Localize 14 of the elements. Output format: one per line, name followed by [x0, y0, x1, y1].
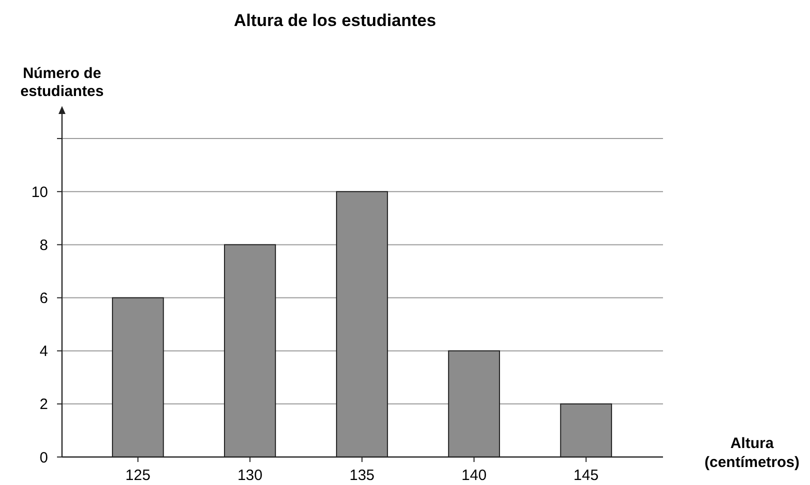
- x-tick-label: 140: [462, 467, 487, 484]
- y-tick-label: 10: [31, 184, 48, 201]
- x-tick-label: 125: [125, 467, 150, 484]
- y-tick-label: 0: [40, 449, 48, 466]
- y-axis-title: Número de estudiantes: [20, 65, 104, 100]
- y-tick-label: 4: [40, 343, 48, 360]
- chart-title: Altura de los estudiantes: [234, 11, 436, 30]
- x-axis-title: Altura (centímetros): [704, 435, 800, 471]
- y-tick-label: 6: [40, 290, 48, 308]
- x-tick-label: 145: [574, 467, 599, 484]
- x-tick-label: 130: [237, 467, 262, 484]
- y-tick-label: 8: [40, 236, 48, 254]
- x-tick-label: 135: [349, 467, 375, 484]
- y-tick-label: 2: [40, 396, 48, 414]
